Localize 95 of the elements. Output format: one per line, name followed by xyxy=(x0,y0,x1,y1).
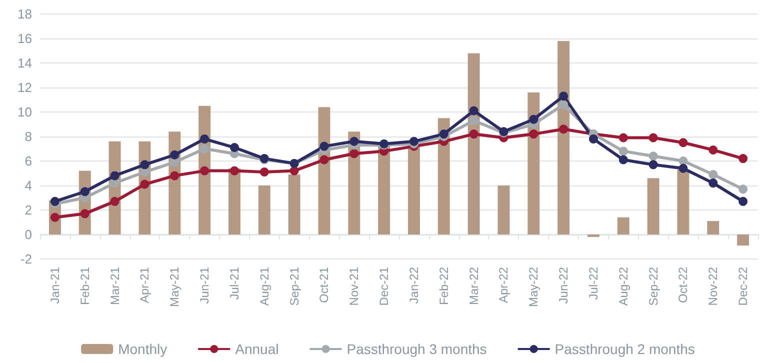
x-tick-label: Sep-22 xyxy=(646,266,660,306)
point xyxy=(409,136,418,146)
bar xyxy=(288,174,300,234)
point xyxy=(648,160,658,170)
y-tick-label: 2 xyxy=(24,202,32,218)
point xyxy=(439,130,448,139)
point xyxy=(708,170,718,179)
point xyxy=(80,187,90,196)
point xyxy=(200,166,210,176)
x-tick-label: Apr-22 xyxy=(496,266,511,304)
point xyxy=(559,100,568,110)
point xyxy=(678,164,688,173)
bar xyxy=(677,170,690,234)
x-tick-label: Sep-21 xyxy=(287,266,302,306)
x-tick-label: Jan-21 xyxy=(48,266,62,304)
point xyxy=(559,124,568,134)
bar xyxy=(647,178,660,234)
point xyxy=(708,145,718,154)
x-tick-label: Oct-21 xyxy=(317,266,332,304)
x-tick-label: Jun-22 xyxy=(556,266,571,304)
bar xyxy=(707,221,720,234)
point xyxy=(738,184,748,194)
point xyxy=(320,155,329,164)
x-tick-label: Oct-22 xyxy=(676,266,690,304)
x-tick-label: Nov-21 xyxy=(347,266,362,306)
y-tick-label: -2 xyxy=(20,252,32,266)
point xyxy=(320,142,329,151)
x-tick-label: Mar-22 xyxy=(466,266,481,306)
point xyxy=(110,171,120,180)
point xyxy=(708,178,718,188)
x-tick-label: Dec-22 xyxy=(736,266,750,306)
point xyxy=(140,168,150,177)
point xyxy=(738,154,748,164)
bar xyxy=(617,217,630,234)
bar xyxy=(258,186,270,234)
point xyxy=(618,133,628,142)
point xyxy=(648,133,658,142)
point xyxy=(200,134,210,144)
point xyxy=(260,168,269,177)
bar xyxy=(737,234,750,246)
point xyxy=(738,196,748,206)
point xyxy=(200,144,210,154)
point xyxy=(588,134,598,144)
x-tick-label: Feb-22 xyxy=(436,266,451,306)
point xyxy=(230,166,239,176)
x-tick-label: Jun-21 xyxy=(198,266,212,304)
point xyxy=(170,171,180,180)
x-tick-label: Jul-21 xyxy=(227,266,242,300)
point xyxy=(230,143,239,152)
x-tick-label: Apr-21 xyxy=(138,266,152,304)
x-tick-label: May-21 xyxy=(168,266,182,308)
x-tick-label: Feb-21 xyxy=(78,266,92,306)
point xyxy=(140,180,150,189)
y-tick-label: 18 xyxy=(18,6,32,22)
point xyxy=(469,116,478,126)
y-tick-label: 8 xyxy=(24,129,32,144)
x-tick-label: Dec-21 xyxy=(377,266,392,306)
y-tick-label: 4 xyxy=(24,178,32,193)
point xyxy=(529,130,538,139)
point xyxy=(469,130,478,139)
y-tick-label: 12 xyxy=(18,80,32,95)
point xyxy=(110,196,120,206)
point xyxy=(350,149,359,158)
point xyxy=(350,136,359,146)
x-tick-label: May-22 xyxy=(526,266,541,308)
legend-label: Monthly xyxy=(118,341,168,357)
x-tick-label: Jan-22 xyxy=(406,266,421,304)
point xyxy=(469,106,478,116)
point xyxy=(559,92,568,101)
point xyxy=(678,156,688,166)
point xyxy=(529,114,538,124)
bar xyxy=(498,186,510,234)
y-tick-label: 16 xyxy=(18,31,32,46)
legend-label: Annual xyxy=(235,341,279,357)
point xyxy=(170,150,180,160)
point xyxy=(678,138,688,148)
y-tick-label: 0 xyxy=(24,227,32,242)
point xyxy=(618,155,628,164)
bar xyxy=(228,168,240,234)
legend-label: Passthrough 3 months xyxy=(346,341,487,357)
point xyxy=(648,152,658,161)
y-tick-label: 10 xyxy=(18,104,32,120)
y-tick-label: 6 xyxy=(24,154,32,168)
point xyxy=(50,196,60,206)
legend-label: Passthrough 2 months xyxy=(554,341,695,357)
point xyxy=(110,178,120,188)
point xyxy=(140,160,150,170)
x-tick-label: Mar-21 xyxy=(108,266,122,306)
point xyxy=(80,209,90,218)
x-tick-label: Nov-22 xyxy=(706,266,720,306)
x-tick-label: Aug-21 xyxy=(257,266,272,306)
x-tick-label: Jul-22 xyxy=(586,266,600,300)
point xyxy=(618,146,628,156)
y-tick-label: 14 xyxy=(18,56,32,70)
x-tick-label: Aug-22 xyxy=(616,266,630,306)
